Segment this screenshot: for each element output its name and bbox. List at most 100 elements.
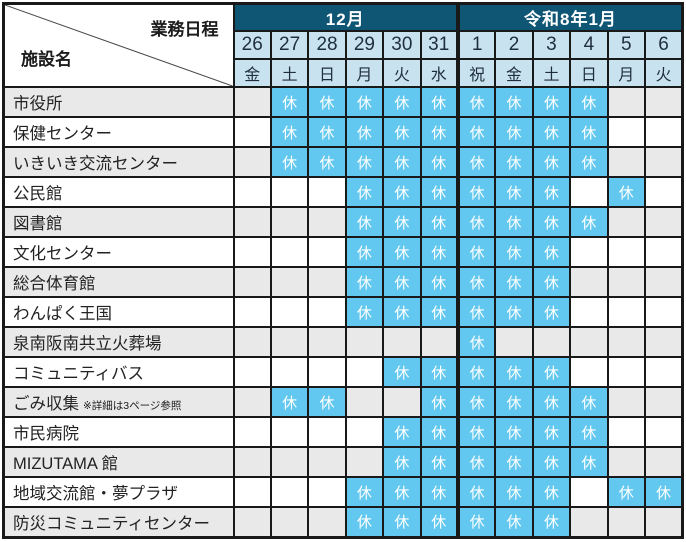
facility-row: 市役所休休休休休休休休休 xyxy=(2,86,684,118)
open-cell xyxy=(494,326,534,358)
open-cell xyxy=(569,506,609,538)
open-cell xyxy=(232,386,272,418)
open-cell xyxy=(232,506,272,538)
closed-cell: 休 xyxy=(455,116,497,148)
day-header-col-3: 日 xyxy=(307,58,347,88)
open-cell xyxy=(269,326,310,358)
closed-cell: 休 xyxy=(307,386,347,418)
closed-cell: 休 xyxy=(494,506,534,538)
closed-cell: 休 xyxy=(382,446,422,478)
facility-name: 図書館 xyxy=(2,206,235,238)
open-cell xyxy=(269,416,310,448)
corner-label-schedule: 業務日程 xyxy=(150,20,219,39)
closed-cell: 休 xyxy=(419,86,459,118)
facility-name-label: 市民病院 xyxy=(13,425,79,443)
open-cell xyxy=(606,236,646,268)
facility-name-label: 防災コミュニティセンター xyxy=(13,514,211,533)
open-cell xyxy=(569,266,609,298)
open-cell xyxy=(269,206,310,238)
open-cell xyxy=(606,356,646,388)
closed-cell: 休 xyxy=(455,356,497,388)
closed-cell: 休 xyxy=(569,86,609,118)
closed-cell: 休 xyxy=(344,266,385,298)
open-cell xyxy=(419,326,459,358)
closed-cell: 休 xyxy=(344,476,385,508)
facility-name-label: 図書館 xyxy=(13,215,63,233)
open-cell xyxy=(344,356,385,388)
closed-cell: 休 xyxy=(494,236,534,268)
date-header-col-7: 1 xyxy=(455,30,497,60)
closed-cell: 休 xyxy=(382,266,422,298)
open-cell xyxy=(232,206,272,238)
open-cell xyxy=(606,326,646,358)
open-cell xyxy=(307,266,347,298)
open-cell xyxy=(643,176,684,208)
facility-name-label: コミュニティバス xyxy=(13,365,145,383)
closed-cell: 休 xyxy=(455,416,497,448)
closed-cell: 休 xyxy=(531,86,572,118)
facility-row: 公民館休休休休休休休 xyxy=(2,176,684,208)
date-header-col-4: 29 xyxy=(344,30,385,60)
open-cell xyxy=(643,266,684,298)
closed-cell: 休 xyxy=(531,506,572,538)
facility-name-label: 市役所 xyxy=(13,95,63,113)
open-cell xyxy=(307,176,347,208)
closed-cell: 休 xyxy=(382,356,422,388)
open-cell xyxy=(232,416,272,448)
facility-row: MIZUTAMA 館休休休休休休 xyxy=(2,446,684,478)
facility-row: 図書館休休休休休休休 xyxy=(2,206,684,238)
open-cell xyxy=(606,386,646,418)
closed-cell: 休 xyxy=(494,386,534,418)
date-header-col-12: 6 xyxy=(643,30,684,60)
closed-cell: 休 xyxy=(382,86,422,118)
closed-cell: 休 xyxy=(569,416,609,448)
closed-cell: 休 xyxy=(419,506,459,538)
closed-cell: 休 xyxy=(419,116,459,148)
open-cell xyxy=(643,206,684,238)
open-cell xyxy=(344,446,385,478)
facility-name: 泉南阪南共立火葬場 xyxy=(2,326,235,358)
closed-cell: 休 xyxy=(419,416,459,448)
facility-name-label: 泉南阪南共立火葬場 xyxy=(13,335,162,353)
facility-row: 泉南阪南共立火葬場 休 xyxy=(2,326,684,358)
open-cell xyxy=(643,296,684,328)
corner-label-facility: 施設名 xyxy=(21,50,72,69)
facility-name: 防災コミュニティセンター xyxy=(2,506,235,538)
closed-cell: 休 xyxy=(419,236,459,268)
open-cell xyxy=(307,326,347,358)
facility-name: わんぱく王国 xyxy=(2,296,235,328)
closed-cell: 休 xyxy=(569,146,609,178)
open-cell xyxy=(531,326,572,358)
day-header-col-2: 土 xyxy=(269,58,310,88)
closed-cell: 休 xyxy=(531,146,572,178)
closed-cell: 休 xyxy=(382,176,422,208)
open-cell xyxy=(643,116,684,148)
facility-name-label: 地域交流館・夢プラザ xyxy=(13,485,178,503)
open-cell xyxy=(232,326,272,358)
date-header-col-10: 4 xyxy=(569,30,609,60)
open-cell xyxy=(344,326,385,358)
day-header-col-1: 金 xyxy=(232,58,272,88)
closed-cell: 休 xyxy=(382,236,422,268)
corner-header-cell: 業務日程 施設名 xyxy=(2,2,235,88)
facility-name-label: ごみ収集 xyxy=(13,395,79,413)
closed-cell: 休 xyxy=(382,506,422,538)
closed-cell: 休 xyxy=(455,296,497,328)
closed-cell: 休 xyxy=(569,206,609,238)
open-cell xyxy=(232,296,272,328)
closed-cell: 休 xyxy=(494,446,534,478)
facility-name-label: 文化センター xyxy=(13,245,112,263)
facility-name: MIZUTAMA 館 xyxy=(2,446,235,478)
open-cell xyxy=(232,116,272,148)
closed-cell: 休 xyxy=(494,266,534,298)
open-cell xyxy=(606,506,646,538)
date-header-row: 26 27 28 29 30 31 1 2 3 4 5 6 xyxy=(4,30,684,60)
closed-cell: 休 xyxy=(531,416,572,448)
open-cell xyxy=(269,476,310,508)
closed-cell: 休 xyxy=(269,386,310,418)
closed-cell: 休 xyxy=(455,206,497,238)
closed-cell: 休 xyxy=(494,476,534,508)
day-header-col-12: 火 xyxy=(643,58,684,88)
closed-cell: 休 xyxy=(455,146,497,178)
